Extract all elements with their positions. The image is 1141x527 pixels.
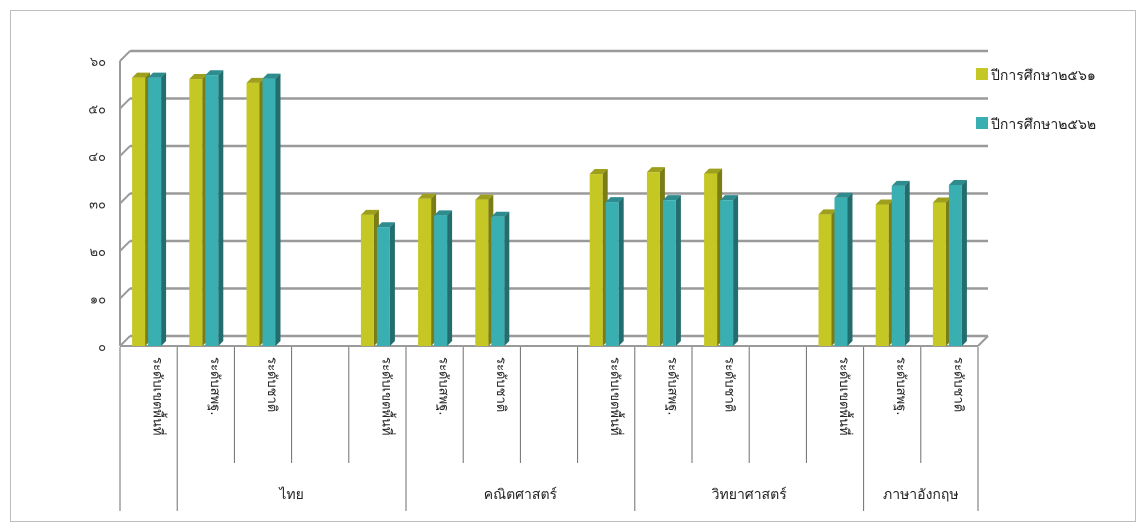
bar-series-2 — [662, 195, 681, 346]
y-tick-label: ๕๐ — [88, 103, 106, 118]
y-tick-label: ๑๐ — [90, 293, 106, 308]
bar-series-2 — [434, 210, 453, 346]
x-tick-label: ระดับสพฐ. — [893, 357, 908, 415]
x-tick-label: ระดับชาติ — [493, 357, 508, 412]
bar-series-1 — [475, 194, 494, 346]
gridline-depth — [119, 50, 131, 62]
bar-series-1 — [360, 209, 379, 346]
bar-series-2 — [834, 192, 853, 346]
bar-series-1 — [132, 72, 151, 346]
bar-series-1 — [932, 197, 951, 346]
group-label: ภาษาอังกฤษ — [883, 487, 959, 503]
chart-frame: ๐๑๐ ๒๐ ๓๐ ๔๐ ๕๐ ๖๐ ระดับเขตพื้นที่ ระดับสพฐ. ระด… — [10, 10, 1136, 522]
x-tick-label: ระดับชาติ — [264, 357, 279, 412]
category-axis: ระดับเขตพื้นที่ ระดับสพฐ. ระดับชาติ ระดับเข… — [119, 347, 979, 511]
gridline-depth — [119, 145, 131, 157]
gridline-depth — [119, 287, 131, 300]
bar-series-2 — [720, 195, 739, 346]
bar-series-1 — [246, 77, 265, 346]
x-tick-label: ระดับสพฐ. — [664, 357, 679, 415]
bar-series-2 — [491, 211, 510, 346]
legend-swatch — [976, 68, 988, 80]
x-tick-label: ระดับชาติ — [950, 357, 965, 412]
bar-series-2 — [376, 222, 395, 346]
bar-series-1 — [704, 168, 723, 346]
bar-series-2 — [948, 179, 967, 346]
bar-series-2 — [262, 73, 281, 346]
x-tick-label: ระดับสพฐ. — [436, 357, 451, 415]
group-label: วิทยาศาสตร์ — [712, 486, 788, 503]
bar-series-1 — [589, 169, 608, 346]
y-tick-label: ๔๐ — [88, 150, 106, 165]
x-tick-label: ระดับชาติ — [722, 357, 737, 412]
bar-series-2 — [148, 72, 167, 346]
y-tick-label: ๖๐ — [90, 55, 106, 70]
bars — [132, 70, 967, 347]
bar-series-1 — [189, 74, 208, 347]
bar-series-2 — [891, 180, 910, 346]
y-tick-label: ๒๐ — [89, 245, 106, 260]
bar-series-2 — [205, 70, 224, 346]
x-tick-label: ระดับเขตพื้นที่ — [836, 357, 854, 435]
legend-label: ปีการศึกษา๒๕๖๒ — [991, 117, 1097, 133]
y-tick-label: ๓๐ — [89, 198, 106, 213]
x-tick-label: ระดับสพฐ. — [207, 357, 222, 415]
bar-series-1 — [818, 209, 837, 346]
x-tick-label: ระดับเขตพื้นที่ — [607, 357, 625, 435]
bar-series-1 — [418, 193, 437, 346]
group-label: คณิตศาสตร์ — [484, 486, 558, 503]
x-tick-label: ระดับเขตพื้นที่ — [378, 357, 396, 435]
group-label: ไทย — [278, 486, 303, 503]
bar-series-1 — [646, 167, 665, 346]
floor-edge — [977, 335, 989, 347]
gridline-depth — [119, 192, 131, 205]
legend-label: ปีการศึกษา๒๕๖๑ — [991, 68, 1096, 84]
gridline-depth — [119, 240, 131, 252]
y-tick-label: ๐ — [98, 340, 106, 355]
gridline-depth — [119, 97, 131, 110]
gridline-depth — [119, 335, 131, 347]
x-tick-label: ระดับเขตพื้นที่ — [150, 357, 168, 435]
bar-series-1 — [875, 199, 894, 346]
legend-swatch — [976, 117, 988, 129]
bar-series-2 — [605, 197, 624, 346]
